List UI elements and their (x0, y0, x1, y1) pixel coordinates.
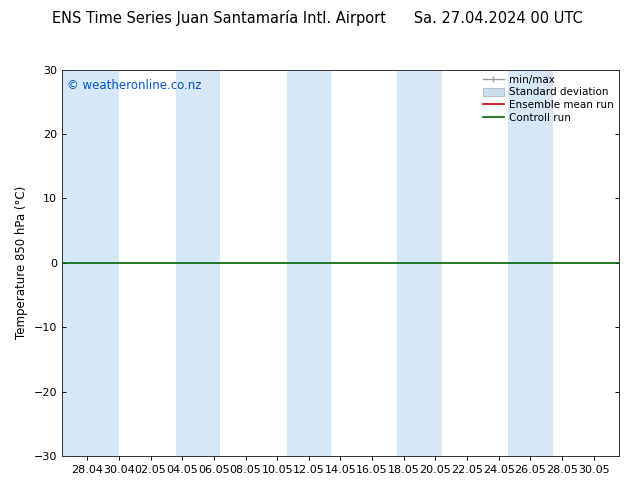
Bar (287, 70, 331, 456)
Bar (176, 70, 220, 456)
Bar (398, 70, 442, 456)
Text: ENS Time Series Juan Santamaría Intl. Airport      Sa. 27.04.2024 00 UTC: ENS Time Series Juan Santamaría Intl. Ai… (51, 10, 583, 26)
Y-axis label: Temperature 850 hPa (°C): Temperature 850 hPa (°C) (15, 186, 28, 340)
Bar (508, 70, 552, 456)
Text: © weatheronline.co.nz: © weatheronline.co.nz (67, 79, 202, 92)
Bar (62, 70, 119, 456)
Legend: min/max, Standard deviation, Ensemble mean run, Controll run: min/max, Standard deviation, Ensemble me… (481, 73, 616, 124)
